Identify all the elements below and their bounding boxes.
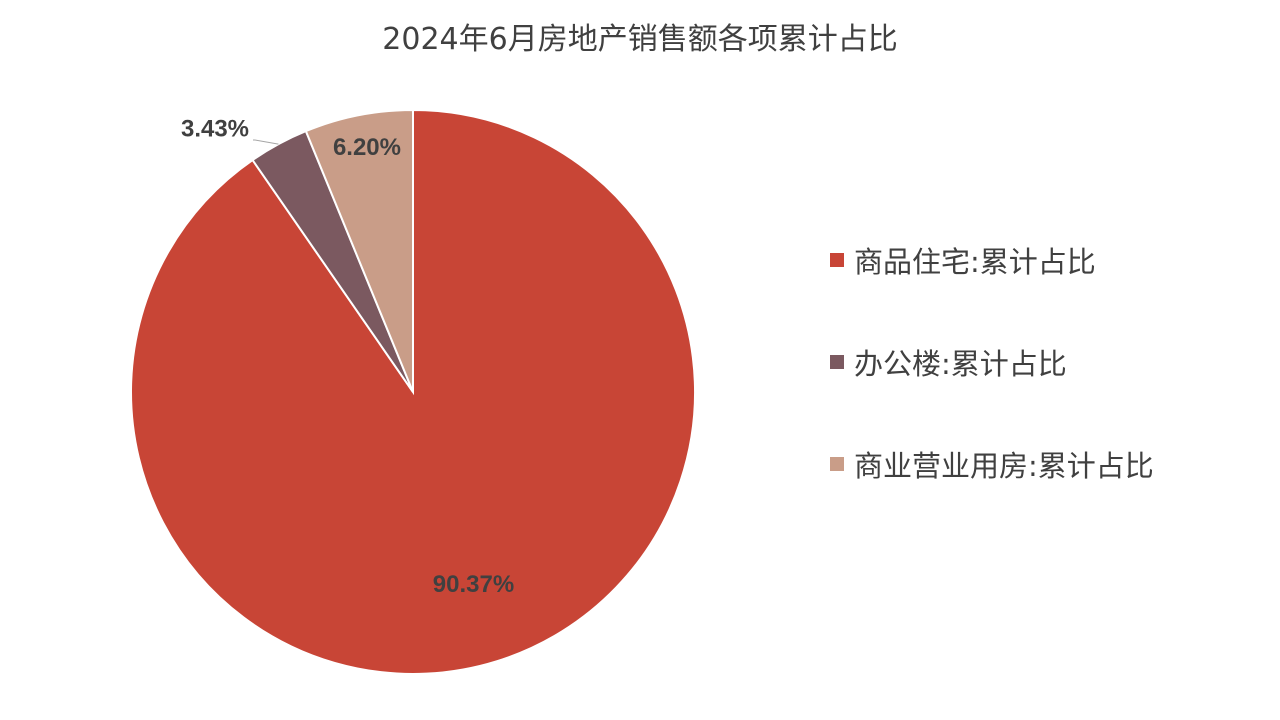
data-label-commercial: 6.20% (333, 134, 401, 161)
legend-swatch-residential (830, 253, 844, 267)
legend-label-residential: 商品住宅:累计占比 (854, 245, 1096, 279)
pie-slice-commercial (304, 108, 414, 393)
legend-label-commercial: 商业营业用房:累计占比 (854, 449, 1154, 483)
legend-item-commercial: 商业营业用房:累计占比 (830, 438, 1154, 490)
leader-line-office (253, 139, 279, 145)
legend-label-office: 办公楼:累计占比 (854, 347, 1067, 381)
legend-item-residential: 商品住宅:累计占比 (830, 234, 1154, 286)
legend-item-office: 办公楼:累计占比 (830, 336, 1154, 388)
data-label-residential: 90.37% (433, 571, 514, 598)
data-label-office: 3.43% (181, 115, 249, 142)
legend: 商品住宅:累计占比 办公楼:累计占比 商业营业用房:累计占比 (830, 234, 1154, 540)
legend-swatch-office (830, 355, 844, 369)
chart-title: 2024年6月房地产销售额各项累计占比 (382, 22, 898, 57)
legend-swatch-commercial (830, 457, 844, 471)
